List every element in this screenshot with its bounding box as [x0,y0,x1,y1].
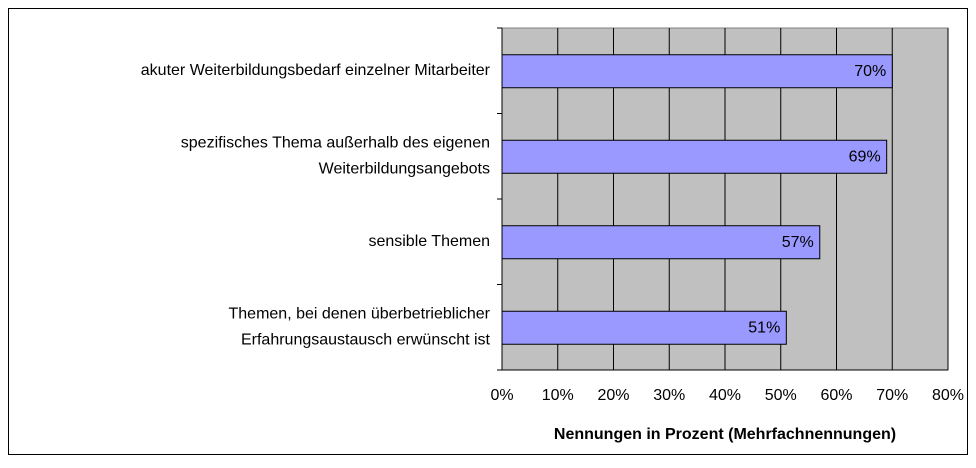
bar [501,225,821,260]
bar [501,139,888,174]
y-tick-label-line: sensible Themen [368,233,490,250]
x-tick-label: 10% [542,387,574,404]
value-label: 69% [849,148,881,165]
x-tick-label: 0% [490,387,513,404]
y-tick-label-line: Weiterbildungsangebots [319,160,490,177]
x-tick-label: 60% [820,387,852,404]
value-label: 57% [782,234,814,251]
y-tick-label-line: Erfahrungsaustausch erwünscht ist [241,331,491,348]
y-tick-label-line: Themen, bei denen überbetrieblicher [229,305,491,322]
x-tick-label: 50% [765,387,797,404]
x-tick-label: 20% [597,387,629,404]
bar [501,310,787,345]
value-label: 70% [854,63,886,80]
x-tick-label: 80% [932,387,964,404]
y-tick-label: Themen, bei denen überbetrieblicher Erfah… [229,305,491,348]
y-tick-label: akuter Weiterbildungsbedarf einzelner Mi… [141,62,491,79]
x-tick-label: 30% [653,387,685,404]
y-tick-label-line: spezifisches Thema außerhalb des eigenen [181,134,490,151]
y-tick-label: spezifisches Thema außerhalb des eigenen… [181,134,490,177]
x-axis-title: Nennungen in Prozent (Mehrfachnennungen) [554,426,896,443]
y-tick-label: sensible Themen [368,233,490,250]
value-label: 51% [748,319,780,336]
x-tick-label: 70% [876,387,908,404]
x-tick-label: 40% [709,387,741,404]
bar [501,54,893,89]
y-tick-label-line: akuter Weiterbildungsbedarf einzelner Mi… [141,62,491,79]
